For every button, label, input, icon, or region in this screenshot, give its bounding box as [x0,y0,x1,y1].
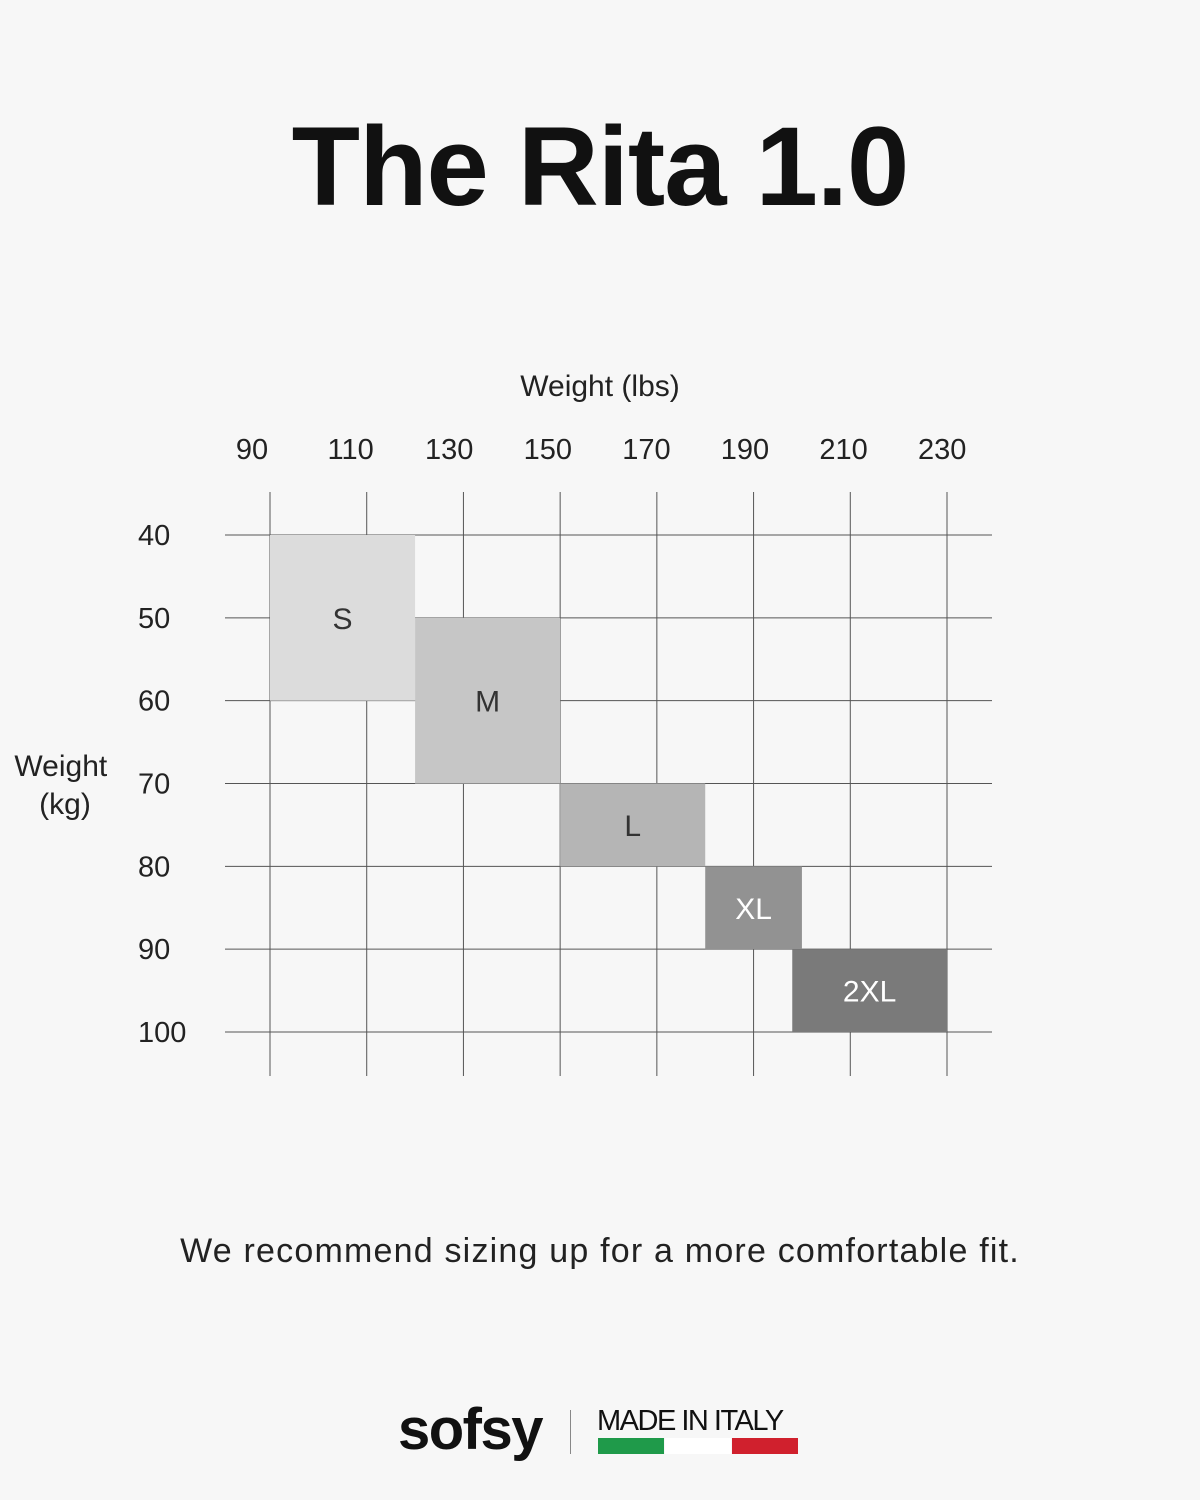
x-tick-label: 210 [819,434,867,466]
footer-divider [570,1410,571,1454]
y-axis-label-line-1: Weight [14,750,107,783]
size-blocks: S M L XL 2XL [270,535,947,1032]
y-tick-label: 100 [138,1017,186,1049]
size-chart: Weight (lbs) S M L XL 2XL 90 110 130 150 170 190 2… [14,370,992,1076]
size-label-l: L [624,810,641,843]
size-block-l [560,783,706,867]
x-axis-label: Weight (lbs) [520,370,680,403]
size-label-m: M [475,686,500,719]
x-tick-label: 170 [622,434,670,466]
x-tick-label: 190 [721,434,769,466]
x-tick-label: 90 [236,434,268,466]
size-label-2xl: 2XL [843,976,896,1009]
y-tick-label: 60 [138,686,170,718]
brand-logo: sofsy [398,1397,544,1462]
x-tick-label: 130 [425,434,473,466]
y-tick-label: 80 [138,851,170,883]
size-block-m [415,617,561,784]
y-tick-labels: 40 50 60 70 80 90 100 [138,520,186,1049]
y-axis-label-line-2: (kg) [39,788,91,821]
size-block-xl [705,866,802,950]
size-block-s [270,535,416,701]
y-tick-label: 40 [138,520,170,552]
sizing-recommendation: We recommend sizing up for a more comfor… [180,1232,1020,1270]
x-tick-label: 150 [524,434,572,466]
x-tick-label: 110 [327,434,373,466]
y-tick-label: 70 [138,769,170,801]
y-axis-label: Weight (kg) [14,750,115,821]
size-block-2xl [792,949,947,1032]
size-label-xl: XL [735,893,772,926]
size-label-s: S [333,603,353,636]
flag-green-stripe [598,1438,664,1454]
made-in-italy-label: MADE IN ITALY [597,1405,784,1437]
y-tick-label: 90 [138,934,170,966]
x-tick-labels: 90 110 130 150 170 190 210 230 [236,434,967,466]
italian-flag-icon [598,1438,798,1454]
flag-white-stripe [665,1438,731,1454]
page-title: The Rita 1.0 [291,104,910,229]
x-tick-label: 230 [918,434,966,466]
y-tick-label: 50 [138,603,170,635]
flag-red-stripe [732,1438,798,1454]
footer: sofsy MADE IN ITALY [0,1390,1200,1470]
